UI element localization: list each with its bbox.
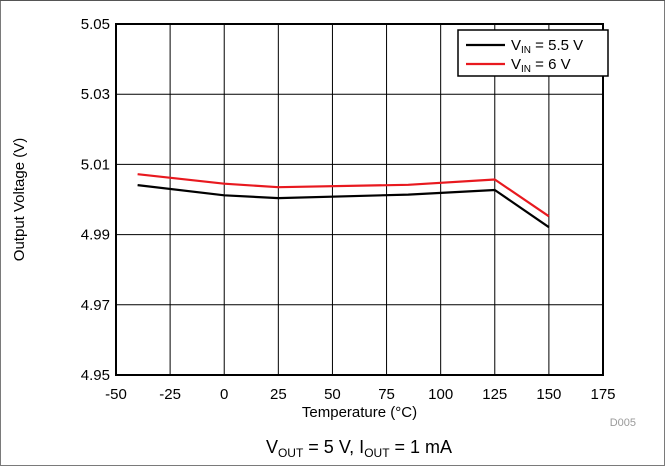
legend: VIN = 5.5 V VIN = 6 V	[457, 29, 609, 77]
y-tick-label: 5.03	[81, 86, 110, 103]
figure-code: D005	[610, 417, 636, 429]
x-tick-label: 25	[270, 386, 287, 403]
x-tick-label: 100	[428, 386, 453, 403]
y-tick-labels: 4.95 4.97 4.99 5.01 5.03 5.05	[81, 16, 110, 384]
y-tick-label: 4.95	[81, 367, 110, 384]
legend-label-series-1: VIN = 5.5 V	[511, 37, 583, 56]
series-line-2	[137, 173, 550, 218]
x-tick-label: 125	[482, 386, 507, 403]
y-tick-label: 4.99	[81, 227, 110, 244]
y-tick-label: 5.01	[81, 156, 110, 173]
chart-caption: VOUT = 5 V, IOUT = 1 mA	[266, 437, 452, 460]
x-axis-label: Temperature (°C)	[302, 404, 417, 421]
legend-label-series-2: VIN = 6 V	[511, 56, 571, 75]
series-line-1	[137, 184, 550, 229]
x-tick-label: 0	[220, 386, 228, 403]
legend-box	[457, 29, 609, 77]
x-tick-label: 175	[590, 386, 615, 403]
x-tick-label: 50	[324, 386, 341, 403]
plot-lines	[137, 173, 550, 229]
x-tick-label: 75	[378, 386, 395, 403]
y-tick-label: 5.05	[81, 16, 110, 33]
x-tick-label: -50	[105, 386, 127, 403]
x-tick-label: -25	[159, 386, 181, 403]
y-tick-label: 4.97	[81, 297, 110, 314]
plot-area-frame	[115, 23, 604, 376]
x-tick-label: 150	[536, 386, 561, 403]
y-axis-label: Output Voltage (V)	[11, 138, 28, 261]
x-tick-labels: -50 -25 0 25 50 75 100 125 150 175	[105, 386, 615, 403]
